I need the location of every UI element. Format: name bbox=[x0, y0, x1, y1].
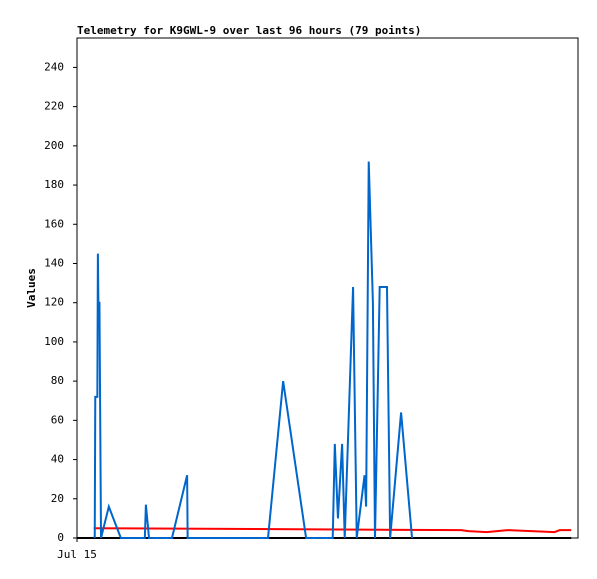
series-line bbox=[93, 161, 414, 539]
y-axis-label: Values bbox=[25, 268, 38, 308]
y-tick-label: 20 bbox=[51, 492, 64, 505]
y-tick-label: 100 bbox=[44, 335, 64, 348]
chart-title: Telemetry for K9GWL-9 over last 96 hours… bbox=[77, 24, 421, 37]
y-tick-label: 140 bbox=[44, 256, 64, 269]
plot-frame bbox=[76, 37, 579, 539]
y-tick-label: 80 bbox=[51, 374, 64, 387]
series-line bbox=[93, 527, 572, 534]
y-tick-label: 240 bbox=[44, 60, 64, 73]
y-tick-label: 120 bbox=[44, 296, 64, 309]
x-tick-label: Jul 15 bbox=[57, 548, 97, 561]
y-tick-label: 60 bbox=[51, 413, 64, 426]
y-tick-label: 220 bbox=[44, 100, 64, 113]
y-tick-label: 160 bbox=[44, 217, 64, 230]
y-tick-label: 200 bbox=[44, 139, 64, 152]
y-tick-label: 180 bbox=[44, 178, 64, 191]
y-tick-label: 0 bbox=[57, 531, 64, 544]
y-tick-label: 40 bbox=[51, 453, 64, 466]
